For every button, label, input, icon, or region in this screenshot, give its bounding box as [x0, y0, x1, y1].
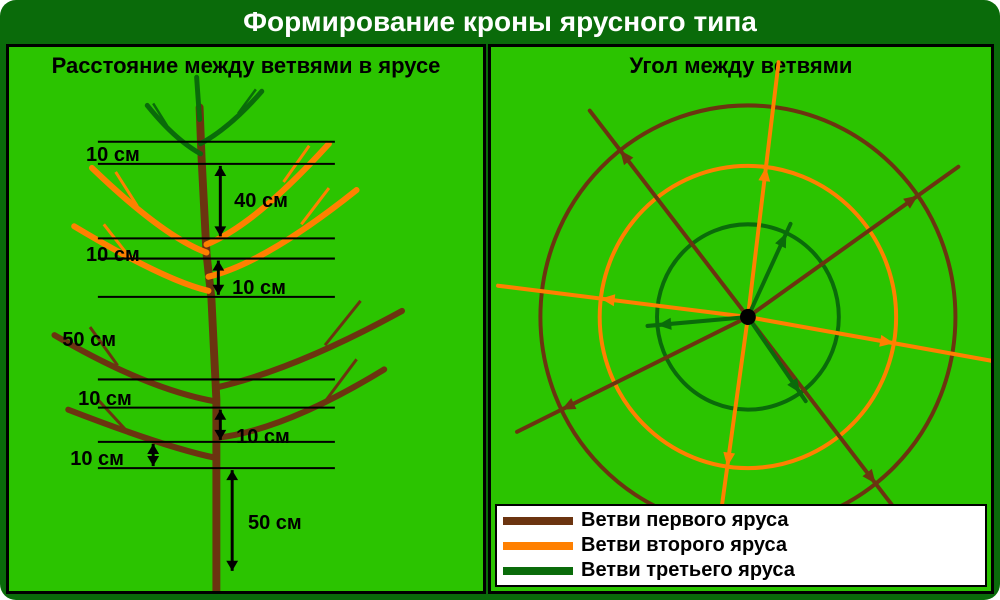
tree-side-svg — [9, 47, 483, 591]
measure-label: 50 см — [62, 329, 116, 352]
measure-label: 10 см — [70, 448, 124, 471]
measure-label: 50 см — [248, 512, 302, 535]
legend-row: Ветви первого яруса — [503, 508, 979, 533]
legend-swatch — [503, 517, 573, 525]
diagram-frame: Формирование кроны ярусного типа Расстоя… — [0, 0, 1000, 600]
main-title: Формирование кроны ярусного типа — [6, 4, 994, 44]
measure-label: 10 см — [232, 277, 286, 300]
legend-label: Ветви второго яруса — [581, 533, 787, 558]
panel-angles: Угол между ветвями Ветви первого ярусаВе… — [488, 44, 994, 594]
legend-label: Ветви третьего яруса — [581, 558, 795, 583]
measure-label: 10 см — [86, 144, 140, 167]
measure-label: 40 см — [234, 190, 288, 213]
legend-row: Ветви третьего яруса — [503, 558, 979, 583]
legend-label: Ветви первого яруса — [581, 508, 789, 533]
measure-label: 10 см — [236, 426, 290, 449]
measure-label: 10 см — [86, 244, 140, 267]
legend-swatch — [503, 542, 573, 550]
legend: Ветви первого ярусаВетви второго ярусаВе… — [495, 504, 987, 587]
measure-label: 10 см — [78, 388, 132, 411]
panel-distances: Расстояние между ветвями в ярусе 10 см40… — [6, 44, 486, 594]
legend-row: Ветви второго яруса — [503, 533, 979, 558]
panels-row: Расстояние между ветвями в ярусе 10 см40… — [6, 44, 994, 594]
legend-swatch — [503, 567, 573, 575]
